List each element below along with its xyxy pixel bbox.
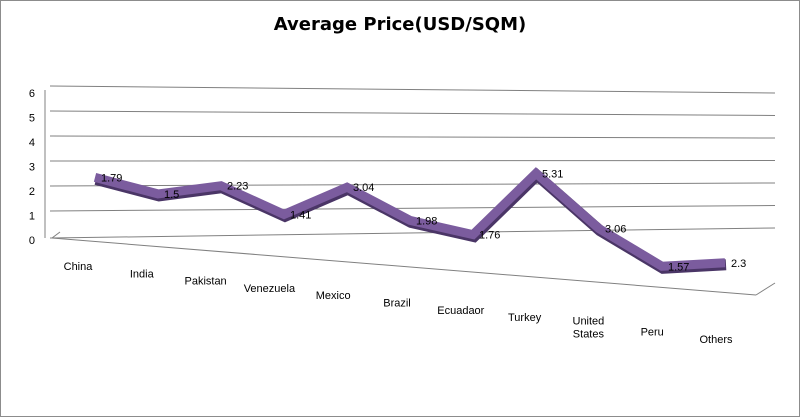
- data-label: 3.06: [605, 224, 626, 236]
- category-label: Peru: [641, 327, 664, 339]
- grid-line: [49, 85, 776, 94]
- y-tick-label: 3: [29, 162, 35, 174]
- category-label: Ecuadaor: [437, 305, 484, 317]
- data-label: 1.5: [164, 189, 179, 201]
- grid-line: [49, 135, 776, 139]
- data-labels: 1.79 1.5 2.23 1.41 3.04 1.98 1.76 5.31 3.06 1.57 2…: [101, 168, 746, 273]
- series-line: [93, 167, 726, 271]
- chart-title: Average Price(USD/SQM): [273, 14, 527, 35]
- category-label: India: [130, 268, 155, 280]
- y-tick-label: 4: [29, 137, 35, 149]
- grid-line: [49, 160, 776, 162]
- data-label: 1.79: [101, 172, 122, 184]
- y-tick-label: 0: [29, 235, 35, 247]
- grid-layer: [44, 85, 776, 296]
- category-label: Brazil: [383, 298, 411, 310]
- y-tick-label: 2: [29, 186, 35, 198]
- x-axis-categories: China India Pakistan Venezuela Mexico Brazil E…: [64, 261, 733, 346]
- grid-line: [49, 182, 776, 187]
- grid-line: [49, 110, 776, 116]
- category-label: Venezuela: [244, 283, 296, 295]
- data-label: 2.23: [227, 181, 248, 193]
- category-label: Others: [699, 334, 733, 346]
- series-layer: [93, 167, 727, 274]
- data-label: 1.76: [479, 230, 500, 242]
- data-label: 5.31: [542, 168, 563, 180]
- y-tick-label: 6: [29, 88, 35, 100]
- data-label: 1.57: [668, 261, 689, 273]
- y-axis-ticks: 0 1 2 3 4 5 6: [29, 88, 35, 247]
- data-label: 1.98: [416, 215, 437, 227]
- data-label: 3.04: [353, 182, 374, 194]
- floor-edge-right: [755, 282, 776, 296]
- floor-edge-left: [51, 231, 61, 239]
- floor-front-edge: [51, 237, 757, 296]
- category-label: Mexico: [316, 290, 351, 302]
- grid-line: [49, 227, 776, 239]
- category-label: Pakistan: [184, 276, 226, 288]
- data-label: 2.3: [731, 258, 746, 270]
- data-label: 1.41: [290, 209, 311, 221]
- category-label: China: [64, 261, 94, 273]
- category-label: Turkey: [508, 312, 542, 324]
- category-label: United States: [573, 315, 605, 340]
- grid-line: [49, 205, 776, 212]
- y-tick-label: 1: [29, 211, 35, 223]
- y-tick-label: 5: [29, 113, 35, 125]
